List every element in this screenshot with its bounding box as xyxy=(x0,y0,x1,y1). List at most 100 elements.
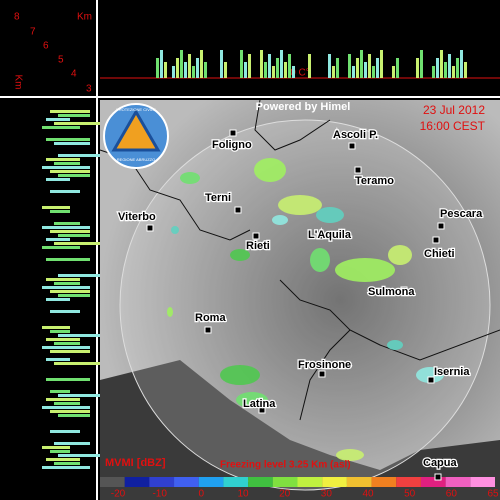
city-label: Isernia xyxy=(434,366,470,378)
date: 23 Jul 2012 xyxy=(423,103,485,117)
profile xyxy=(292,66,295,78)
colorbar-cell xyxy=(445,477,471,487)
profile xyxy=(224,62,227,78)
profile xyxy=(54,282,80,285)
profile xyxy=(46,118,70,121)
profile xyxy=(50,110,90,113)
city-label: Capua xyxy=(423,457,458,469)
profile xyxy=(204,62,207,78)
rain-echo xyxy=(254,158,286,182)
profile xyxy=(368,54,371,78)
profile xyxy=(328,54,331,78)
profile xyxy=(308,54,311,78)
city-label: Teramo xyxy=(355,175,394,187)
rain-echo xyxy=(167,307,173,317)
profile xyxy=(244,62,247,78)
rain-echo xyxy=(387,340,403,350)
profile xyxy=(50,430,80,433)
profile xyxy=(260,50,263,78)
colorbar-label: 10 xyxy=(237,489,249,500)
profile xyxy=(50,390,70,393)
colorbar-label: 30 xyxy=(321,489,333,500)
profile xyxy=(46,238,70,241)
profile xyxy=(240,50,243,78)
city-marker xyxy=(354,166,362,174)
profile xyxy=(50,450,70,453)
rain-echo xyxy=(171,226,179,234)
level: 6 xyxy=(43,41,49,52)
profile xyxy=(46,458,80,461)
city-label: Foligno xyxy=(212,139,252,151)
profile xyxy=(46,138,90,141)
rain-echoes xyxy=(167,158,444,461)
level: 4 xyxy=(71,69,77,80)
rain-echo xyxy=(220,365,260,385)
rain-echo xyxy=(388,245,412,265)
profile xyxy=(58,334,100,337)
colorbar xyxy=(100,477,495,487)
profile xyxy=(58,294,90,297)
colorbar-cell xyxy=(174,477,199,487)
colorbar-cell xyxy=(371,477,397,487)
profile xyxy=(58,114,90,117)
profile xyxy=(276,58,279,78)
rain-echo xyxy=(310,248,330,272)
profile xyxy=(432,66,435,78)
profile xyxy=(54,122,100,125)
profile xyxy=(452,66,455,78)
city-marker xyxy=(318,370,326,378)
city-marker xyxy=(252,232,260,240)
profile xyxy=(416,58,419,78)
profile xyxy=(50,190,80,193)
logo-text: PROTEZIONE CIVILE xyxy=(116,107,156,112)
rain-echo xyxy=(230,249,250,261)
colorbar-cell xyxy=(198,477,224,487)
city-marker xyxy=(258,406,266,414)
profile xyxy=(58,414,90,417)
profile xyxy=(50,290,90,293)
colorbar-label: 65 xyxy=(487,489,499,500)
profile xyxy=(46,338,80,341)
profile xyxy=(58,394,100,397)
profile xyxy=(54,222,80,225)
city-marker xyxy=(432,236,440,244)
city-marker xyxy=(146,224,154,232)
city-label: Rieti xyxy=(246,240,270,252)
profile xyxy=(58,154,100,157)
profile xyxy=(200,50,203,78)
colorbar-cell xyxy=(420,477,446,487)
time: 16:00 CEST xyxy=(420,119,486,133)
profile xyxy=(360,50,363,78)
profile xyxy=(50,410,90,413)
profile xyxy=(264,62,267,78)
profile xyxy=(46,178,70,181)
colorbar-cell xyxy=(149,477,175,487)
profile xyxy=(42,326,70,329)
profile xyxy=(164,62,167,78)
colorbar-label: -10 xyxy=(152,489,167,500)
city-label: Viterbo xyxy=(118,211,156,223)
profile xyxy=(54,242,100,245)
profile xyxy=(46,278,80,281)
profile xyxy=(42,226,90,229)
credit: Powered by Himel xyxy=(256,101,351,113)
level: 7 xyxy=(30,27,36,38)
profile xyxy=(364,62,367,78)
city-marker xyxy=(348,142,356,150)
profile xyxy=(180,50,183,78)
colorbar-cell xyxy=(124,477,150,487)
profile xyxy=(272,66,275,78)
profile xyxy=(420,50,423,78)
profile xyxy=(54,362,100,365)
level: 5 xyxy=(58,55,64,66)
colorbar-label: 60 xyxy=(446,489,458,500)
colorbar-cell xyxy=(396,477,421,487)
freezing-level: Freezing level 3.25 Km (asl) xyxy=(220,460,351,471)
profile xyxy=(46,398,80,401)
profile xyxy=(58,234,90,237)
km-label: Km xyxy=(12,75,23,90)
level: 3 xyxy=(86,84,92,95)
profile xyxy=(50,170,90,173)
rain-echo xyxy=(272,215,288,225)
city-marker xyxy=(229,129,237,137)
